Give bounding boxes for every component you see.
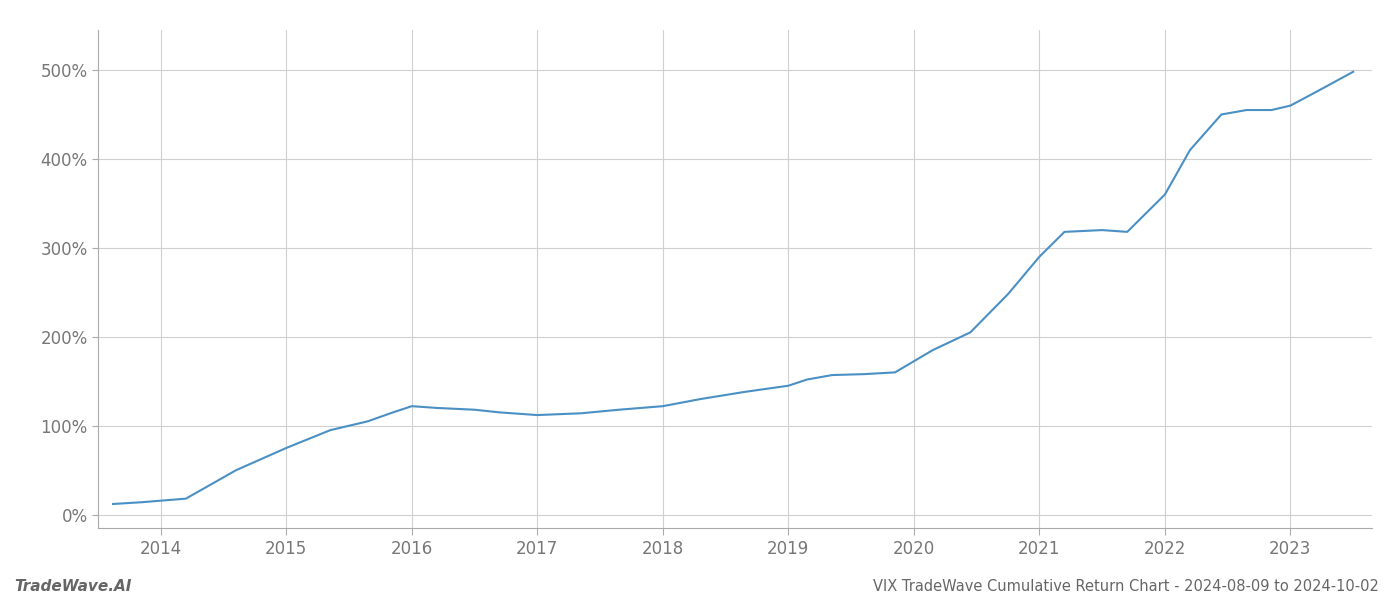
Text: TradeWave.AI: TradeWave.AI: [14, 579, 132, 594]
Text: VIX TradeWave Cumulative Return Chart - 2024-08-09 to 2024-10-02: VIX TradeWave Cumulative Return Chart - …: [874, 579, 1379, 594]
